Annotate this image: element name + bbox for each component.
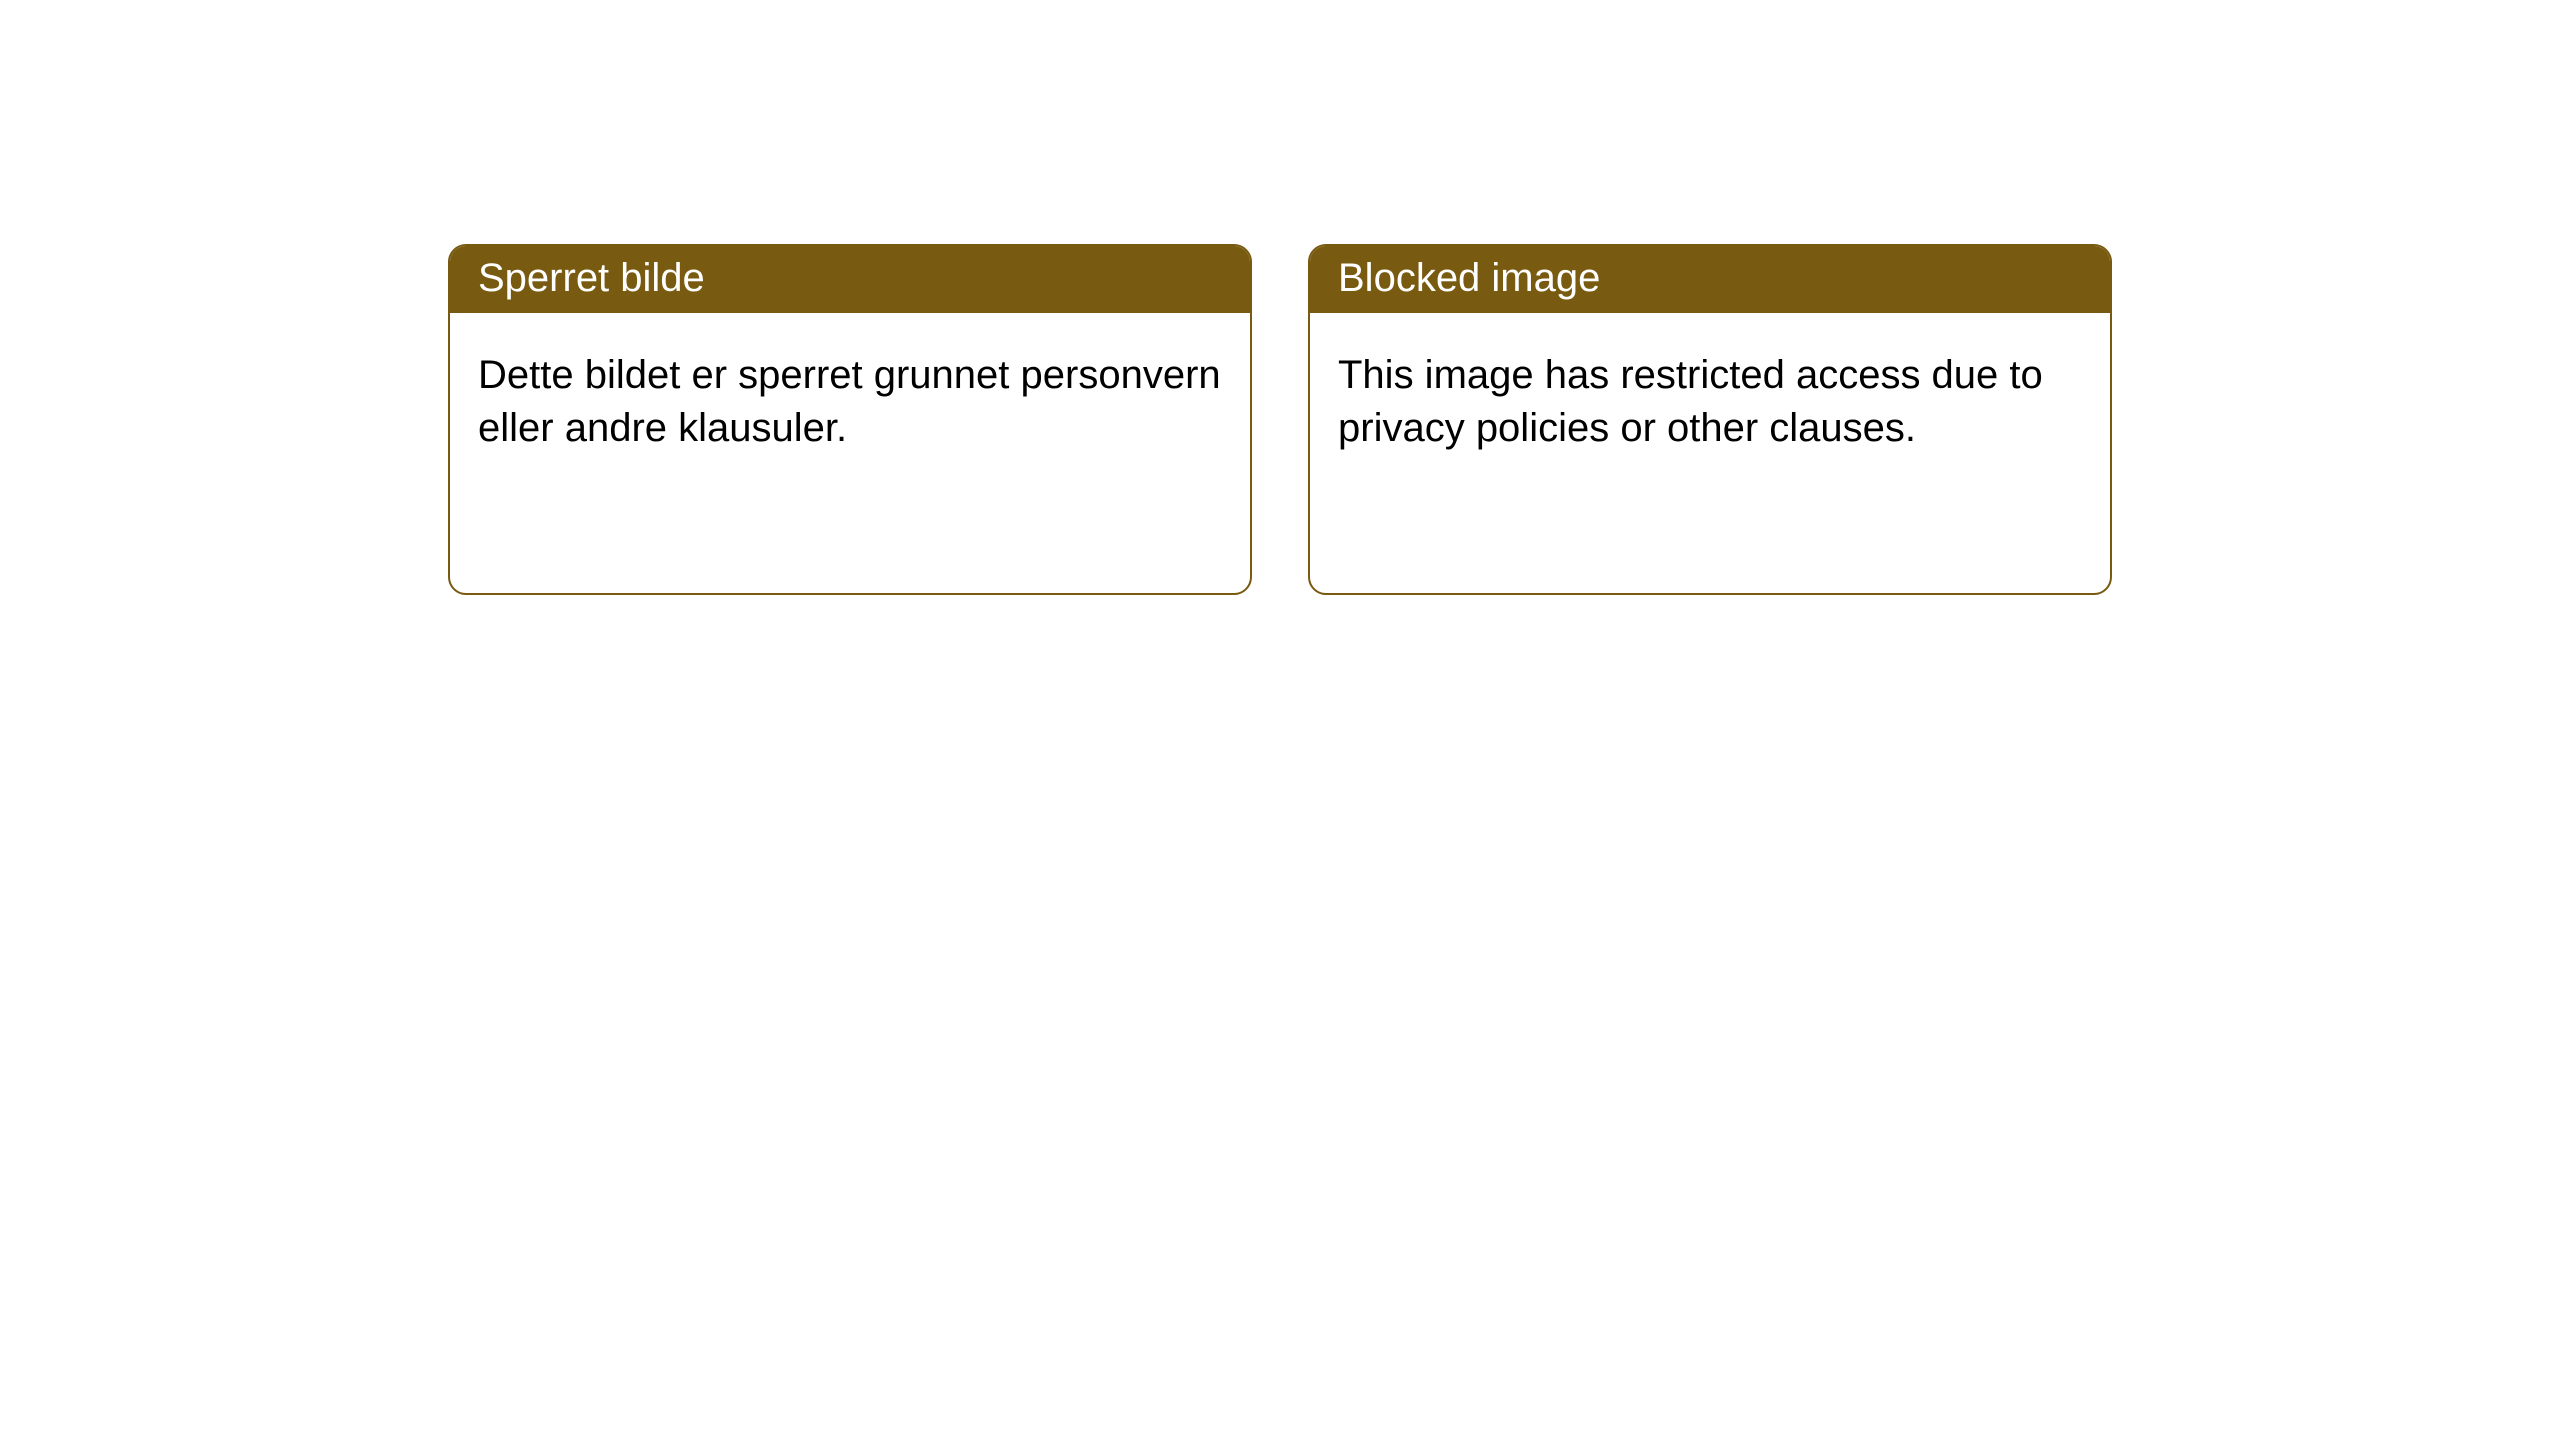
notice-title: Sperret bilde xyxy=(478,256,705,300)
notice-title: Blocked image xyxy=(1338,256,1600,300)
notice-body: Dette bildet er sperret grunnet personve… xyxy=(450,313,1250,593)
notice-body-text: This image has restricted access due to … xyxy=(1338,353,2043,450)
notice-card-english: Blocked image This image has restricted … xyxy=(1308,244,2112,595)
notice-container: Sperret bilde Dette bildet er sperret gr… xyxy=(0,0,2560,595)
notice-header: Sperret bilde xyxy=(450,246,1250,313)
notice-body-text: Dette bildet er sperret grunnet personve… xyxy=(478,353,1221,450)
notice-body: This image has restricted access due to … xyxy=(1310,313,2110,593)
notice-card-norwegian: Sperret bilde Dette bildet er sperret gr… xyxy=(448,244,1252,595)
notice-header: Blocked image xyxy=(1310,246,2110,313)
